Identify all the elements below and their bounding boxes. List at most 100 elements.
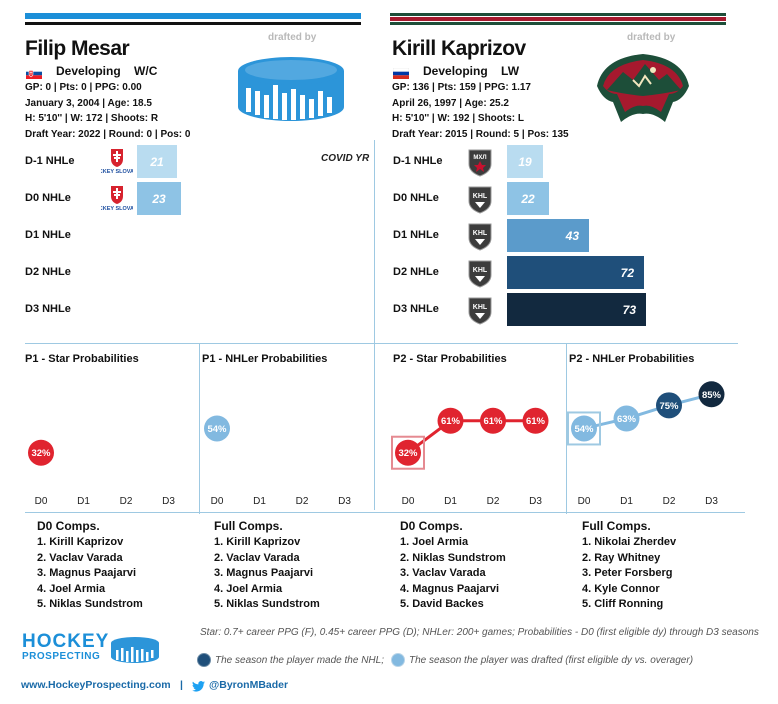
player2-nhle-bar: 72 — [507, 256, 644, 289]
prob-drafted-marker — [567, 411, 601, 446]
footer-definitions-note: Star: 0.7+ career PPG (F), 0.45+ career … — [200, 627, 759, 638]
prob-axis-tick-label: D3 — [338, 496, 351, 507]
comps-player2-full: Full Comps. 1. Nikolai Zherdev 2. Ray Wh… — [582, 519, 676, 613]
player2-league-logo-icon: KHL — [466, 295, 494, 330]
comp-item: 2. Ray Whitney — [582, 551, 661, 564]
comps-title: D0 Comps. — [400, 519, 463, 533]
player1-team-puck-logo-icon — [235, 55, 347, 128]
center-vertical-divider — [374, 140, 375, 510]
comp-item: 1. Nikolai Zherdev — [582, 536, 677, 548]
prob-axis-tick-label: D2 — [663, 496, 676, 507]
player1-drafted-by: drafted by — [268, 32, 317, 43]
player1-birth: January 3, 2004 | Age: 18.5 — [25, 97, 152, 109]
twitter-bird-icon — [192, 679, 205, 697]
comp-item: 3. Vaclav Varada — [400, 567, 486, 579]
prob-series-line — [583, 392, 712, 430]
comp-item: 4. Joel Armia — [37, 582, 106, 595]
player2-stats: GP: 136 | Pts: 159 | PPG: 1.17 — [392, 82, 531, 93]
player2-birth: April 26, 1997 | Age: 25.2 — [392, 97, 509, 109]
legend-drafted-circle-icon — [391, 653, 405, 667]
prob-axis-tick-label: D2 — [120, 496, 133, 507]
prob-series-line — [407, 419, 536, 454]
player1-info: GP: 0 | Pts: 0 | PPG: 0.00 January 3, 20… — [25, 80, 190, 142]
player2-physical: H: 5'10'' | W: 192 | Shoots: L — [392, 113, 525, 124]
prob-point-label: 61% — [526, 416, 546, 427]
left-team-bar-dark — [25, 22, 361, 25]
player1-position: W/C — [134, 64, 158, 78]
prob-axis-tick-label: D1 — [77, 496, 90, 507]
footer-divider: | — [180, 679, 183, 691]
comp-item: 3. Peter Forsberg — [582, 567, 673, 579]
probability-charts-svg: D0 D1 D2 D3 32% D0 D1 D2 D3 54% D0 D1 D2 D3 32% 61% 61% 6… — [28, 381, 725, 507]
p2-star-title: P2 - Star Probabilities — [393, 353, 507, 365]
prob-point — [613, 405, 640, 432]
player2-nhle-bar: 22 — [507, 182, 549, 215]
prob-axis-tick-label: D0 — [402, 496, 415, 507]
comp-item: 4. Magnus Paajarvi — [400, 582, 500, 595]
player2-team-wild-logo-icon — [593, 50, 693, 133]
player2-nhle-row-label: D0 NHLe — [393, 192, 439, 204]
player1-nhle-row-label: D1 NHLe — [25, 229, 71, 241]
player2-info: GP: 136 | Pts: 159 | PPG: 1.17 April 26,… — [392, 80, 569, 142]
comp-item: 2. Niklas Sundstrom — [400, 551, 506, 564]
player2-status: Developing — [423, 64, 488, 78]
prob-point-label: 61% — [441, 416, 461, 427]
prob-point — [437, 407, 464, 434]
player2-league-logo-icon: KHL — [466, 258, 494, 293]
prob-point-label: 75% — [659, 401, 679, 412]
comp-item: 2. Vaclav Varada — [37, 551, 123, 564]
prob-axis-tick-label: D3 — [705, 496, 718, 507]
player2-nhle-row-label: D-1 NHLe — [393, 155, 443, 167]
prob-point — [571, 415, 597, 442]
prob-axis-tick-label: D3 — [529, 496, 542, 507]
p1-nhler-title: P1 - NHLer Probabilities — [202, 353, 328, 365]
right-team-bar-green-2 — [390, 22, 726, 25]
footer-logo-line1: HOCKEY — [22, 631, 110, 652]
prob-axis-tick-label: D1 — [620, 496, 633, 507]
prob-point-label: 32% — [398, 448, 418, 459]
comp-item: 3. Magnus Paajarvi — [214, 567, 314, 579]
twitter-handle-link[interactable]: @ByronMBader — [209, 679, 289, 691]
p1-star-title: P1 - Star Probabilities — [25, 353, 139, 365]
prob-axis-tick-label: D2 — [487, 496, 500, 507]
prob-axis-tick-label: D2 — [296, 496, 309, 507]
player1-nhle-row-label: D3 NHLe — [25, 303, 71, 315]
comp-item: 3. Magnus Paajarvi — [37, 567, 137, 579]
prob-point-label: 63% — [617, 414, 637, 425]
comps-title: Full Comps. — [214, 519, 283, 533]
player1-stats: GP: 0 | Pts: 0 | PPG: 0.00 — [25, 82, 142, 93]
prob-axis-tick-label: D0 — [211, 496, 224, 507]
comp-item: 1. Kirill Kaprizov — [214, 536, 301, 548]
player1-physical: H: 5'10'' | W: 172 | Shoots: R — [25, 113, 159, 124]
comps-player1-full: Full Comps. 1. Kirill Kaprizov 2. Vaclav… — [214, 519, 320, 613]
comp-item: 5. Niklas Sundstrom — [214, 598, 320, 610]
website-link[interactable]: www.HockeyProspecting.com — [21, 679, 171, 691]
svg-text:KHL: KHL — [473, 193, 488, 200]
player1-nhle-row-label: D2 NHLe — [25, 266, 71, 278]
comp-item: 1. Kirill Kaprizov — [37, 536, 124, 548]
player1-status: Developing — [56, 64, 121, 78]
prob-point — [28, 439, 54, 466]
player2-name: Kirill Kaprizov — [392, 37, 526, 60]
player2-nhle-row-label: D2 NHLe — [393, 266, 439, 278]
comps-player2-d0: D0 Comps. 1. Joel Armia 2. Niklas Sundst… — [400, 519, 506, 613]
player2-position: LW — [501, 64, 520, 78]
legend-drafted-text: The season the player was drafted (first… — [409, 655, 694, 666]
prob-point — [480, 407, 506, 434]
mid-left-divider — [199, 344, 200, 514]
player2-nhle-row-label: D3 NHLe — [393, 303, 439, 315]
left-team-bar-blue — [25, 13, 361, 19]
prob-point-label: 61% — [483, 416, 503, 427]
prob-axis-tick-label: D1 — [253, 496, 266, 507]
comp-item: 4. Joel Armia — [214, 582, 283, 595]
prob-point-label: 54% — [207, 424, 227, 435]
comp-item: 1. Joel Armia — [400, 536, 469, 548]
legend-nhl-text: The season the player made the NHL; — [215, 655, 384, 666]
p2-nhler-title: P2 - NHLer Probabilities — [569, 353, 695, 365]
player1-flag-slovakia-icon — [26, 66, 42, 84]
prob-axis-tick-label: D0 — [35, 496, 48, 507]
prob-point — [698, 381, 725, 408]
player2-status-line: Developing LW — [423, 64, 519, 78]
svg-text:KHL: KHL — [473, 267, 488, 274]
comps-title: Full Comps. — [582, 519, 651, 533]
